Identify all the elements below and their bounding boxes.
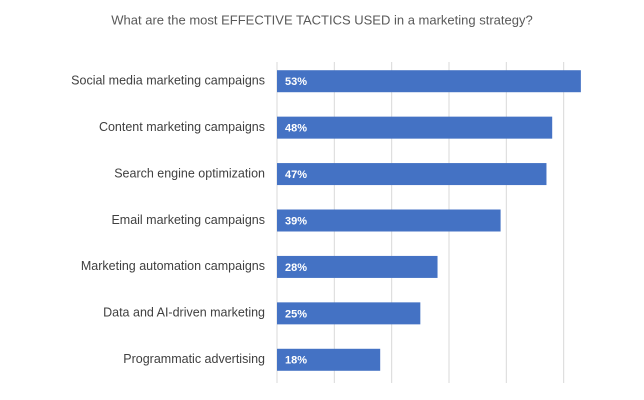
y-tick-label: Email marketing campaigns — [111, 213, 265, 227]
y-tick-label: Search engine optimization — [114, 166, 265, 180]
data-label: 18% — [285, 355, 307, 367]
data-label: 28% — [285, 262, 307, 274]
bar — [277, 116, 553, 139]
bar — [277, 209, 501, 232]
y-tick-label: Programmatic advertising — [123, 352, 265, 366]
bar — [277, 302, 421, 325]
data-label: 25% — [285, 308, 307, 320]
bar — [277, 348, 381, 371]
data-label: 48% — [285, 123, 307, 135]
y-tick-label: Marketing automation campaigns — [81, 259, 265, 273]
data-label: 47% — [285, 169, 307, 181]
data-label: 53% — [285, 76, 307, 88]
y-tick-label: Social media marketing campaigns — [71, 74, 265, 88]
bar — [277, 70, 581, 93]
y-tick-label: Content marketing campaigns — [99, 120, 265, 134]
bar — [277, 255, 438, 278]
chart-title: What are the most EFFECTIVE TACTICS USED… — [111, 12, 532, 27]
y-tick-label: Data and AI-driven marketing — [103, 306, 265, 320]
data-label: 39% — [285, 215, 307, 227]
bar — [277, 163, 547, 186]
